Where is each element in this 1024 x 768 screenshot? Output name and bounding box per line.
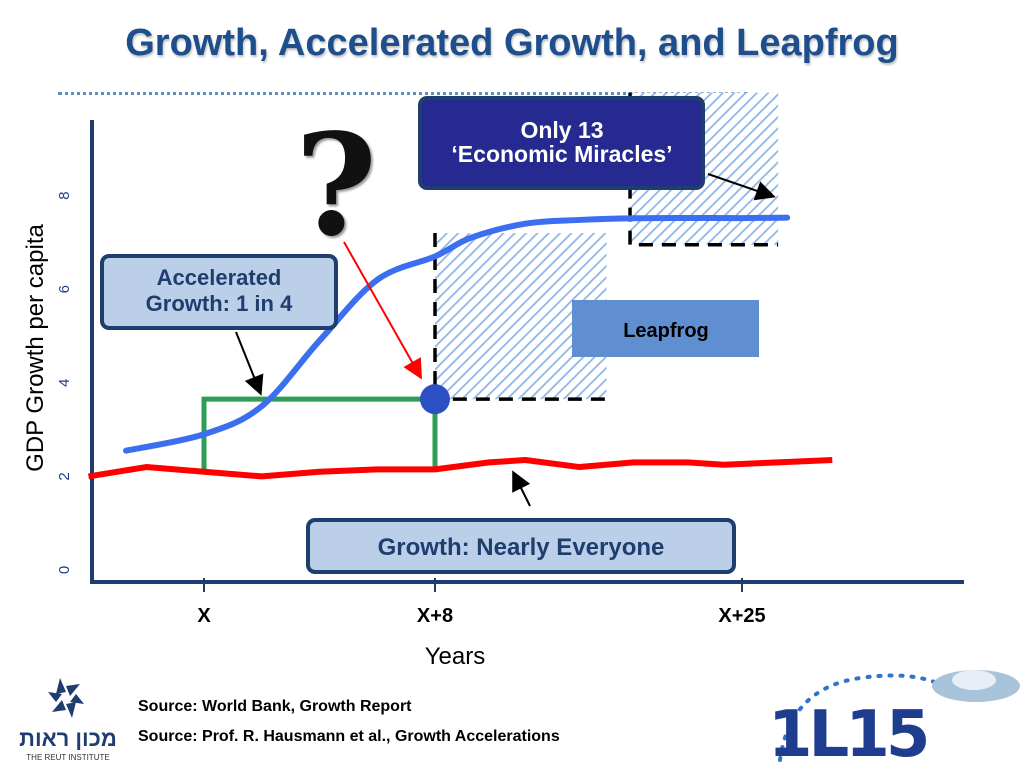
question-mark: ? — [295, 104, 377, 268]
y-axis-label: GDP Growth per capita — [22, 224, 49, 472]
source-world-bank: Source: World Bank, Growth Report — [138, 698, 412, 715]
y-tick-label: 4 — [56, 379, 73, 387]
question-arrow — [343, 241, 422, 380]
accelerated-line2: Growth: 1 in 4 — [146, 291, 293, 316]
accelerated-arrow — [235, 331, 264, 396]
miracles-line1: Only 13 — [520, 117, 603, 143]
growth-line — [88, 457, 833, 480]
growth-label: Growth: Nearly Everyone — [378, 534, 665, 561]
slide-title: Growth, Accelerated Growth, and Leapfrog — [125, 22, 899, 64]
source-hausmann: Source: Prof. R. Hausmann et al., Growth… — [138, 728, 560, 745]
accelerated-growth-line — [123, 214, 791, 454]
x-tick-labels: X X+8 X+25 — [197, 605, 765, 627]
miracles-arrow — [707, 173, 776, 201]
accelerated-callout: Accelerated Growth: 1 in 4 — [100, 254, 338, 330]
growth-callout: Growth: Nearly Everyone — [306, 518, 736, 574]
miracles-callout: Only 13 ‘Economic Miracles’ — [418, 96, 705, 190]
accelerated-line1: Accelerated — [157, 265, 282, 290]
growth-arrow — [512, 470, 531, 507]
x-tick-label: X — [197, 605, 211, 627]
y-tick-label: 8 — [56, 191, 73, 199]
y-tick-label: 2 — [56, 472, 73, 480]
reut-institute-logo: מכון ראות THE REUT INSTITUTE — [19, 678, 117, 762]
leapfrog-point — [420, 384, 450, 415]
1l15-logo: 1L15 — [768, 670, 1020, 764]
1l15-mark: 1L15 — [768, 698, 927, 764]
leapfrog-label-box — [572, 300, 759, 357]
x-tick-marks — [203, 578, 743, 592]
reut-english-name: THE REUT INSTITUTE — [26, 753, 109, 762]
leapfrog-label: Leapfrog — [623, 320, 709, 342]
x-axis-label: Years — [425, 643, 486, 670]
y-tick-labels: 0 2 4 6 8 — [56, 191, 73, 574]
y-tick-label: 6 — [56, 285, 73, 293]
x-tick-label: X+25 — [718, 605, 765, 627]
reut-hebrew-name: מכון ראות — [19, 726, 117, 751]
y-tick-label: 0 — [56, 566, 73, 574]
title-divider — [58, 92, 748, 95]
miracles-line2: ‘Economic Miracles’ — [451, 141, 672, 167]
accelerated-growth-box — [201, 396, 438, 472]
x-tick-label: X+8 — [417, 605, 453, 627]
